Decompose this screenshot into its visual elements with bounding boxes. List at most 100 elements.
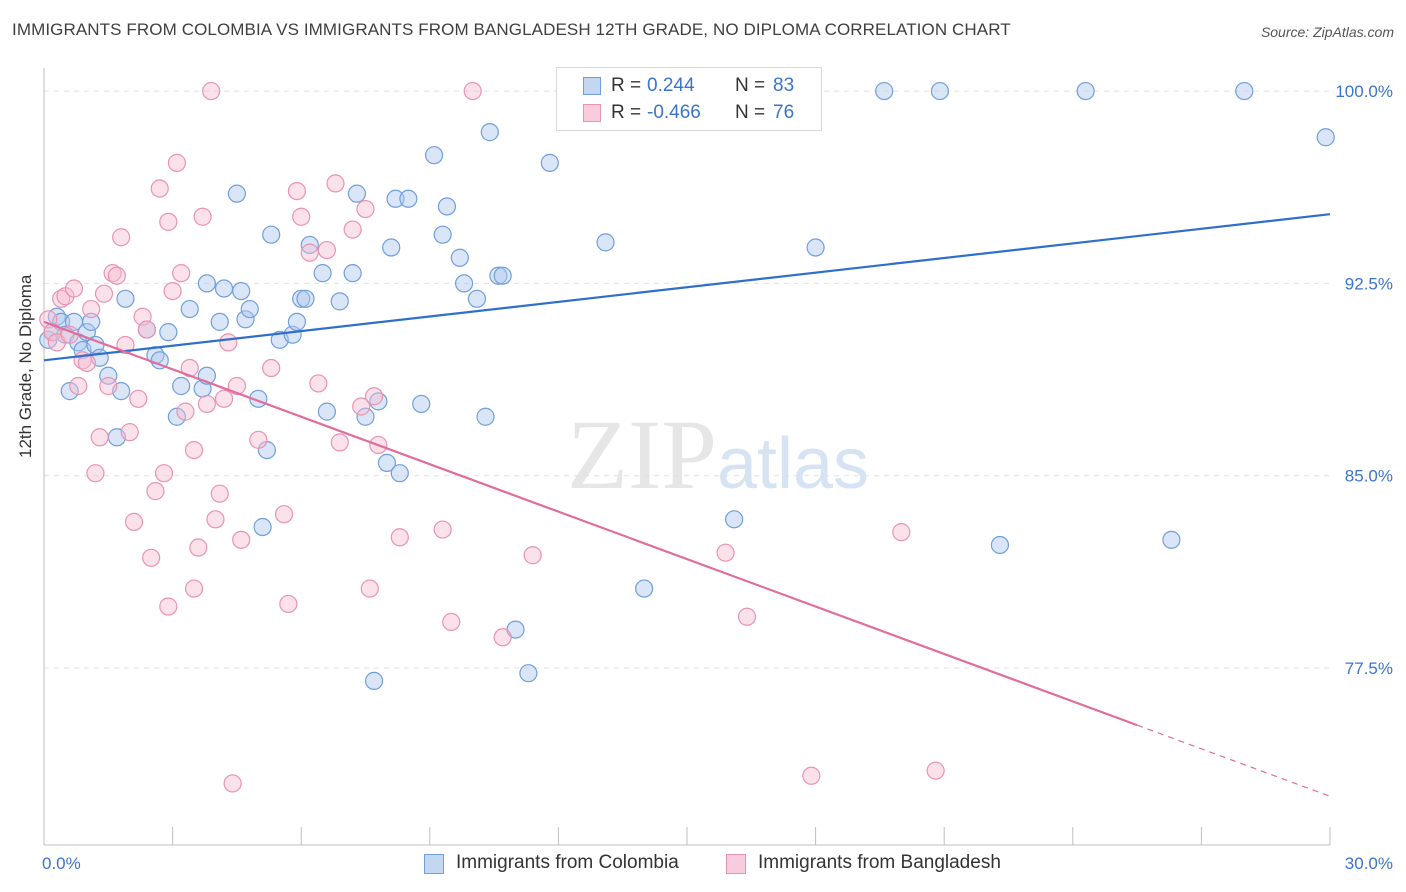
bangladesh-point (262, 358, 281, 378)
legend-label-bangladesh: Immigrants from Bangladesh (758, 852, 1001, 873)
colombia-point (596, 233, 615, 252)
colombia-point (343, 264, 362, 283)
y-tick-label: 92.5% (1345, 274, 1393, 293)
bangladesh-point (360, 579, 379, 598)
n-value: 76 (773, 102, 795, 123)
watermark: ZIPatlas (567, 399, 869, 510)
bangladesh-point (493, 628, 512, 647)
colombia-point (875, 81, 894, 101)
colombia-point (60, 382, 79, 401)
bangladesh-swatch (583, 104, 601, 122)
bangladesh-point (120, 423, 139, 442)
bangladesh-point (926, 761, 945, 780)
r-value: 0.244 (647, 75, 695, 96)
tick-labels: 77.5% 85.0% 92.5% 100.0% 0.0% 30.0% (42, 82, 1393, 873)
colombia-point (214, 279, 234, 298)
colombia-point (437, 197, 457, 216)
colombia-point (330, 292, 349, 311)
bangladesh-point (189, 538, 208, 557)
colombia-point (159, 323, 178, 342)
bangladesh-point (107, 266, 126, 285)
bangladesh-point (94, 284, 114, 303)
bangladesh-point (197, 394, 216, 414)
colombia-point (236, 310, 255, 329)
colombia-point (227, 184, 246, 203)
bangladesh-trend-line-extension (1136, 724, 1331, 797)
bangladesh-point (214, 389, 234, 408)
colombia-point (635, 579, 654, 598)
colombia-trend-line (43, 213, 1331, 362)
bangladesh-point (442, 612, 461, 632)
colombia-legend-swatch (424, 854, 444, 874)
bangladesh-point (176, 402, 195, 421)
bangladesh-point (343, 220, 362, 239)
colombia-point (240, 299, 259, 319)
colombia-point (172, 376, 191, 396)
colombia-point (167, 407, 186, 426)
y-tick-label: 85.0% (1345, 467, 1393, 486)
colombia-point (806, 238, 825, 257)
colombia-point (292, 289, 311, 308)
colombia-point (253, 517, 272, 537)
colombia-point (480, 123, 499, 142)
bangladesh-point (523, 546, 542, 565)
bangladesh-point (716, 543, 735, 562)
colombia-point (519, 664, 538, 683)
colombia-point (287, 312, 307, 331)
bangladesh-point (86, 464, 105, 483)
colombia-point (424, 146, 444, 165)
bangladesh-point (433, 520, 452, 539)
bangladesh-point (184, 579, 204, 598)
n-value: 83 (773, 75, 795, 96)
bangladesh-point (154, 464, 174, 483)
colombia-point (99, 366, 118, 385)
colombia-point (210, 312, 229, 331)
colombia-point (489, 266, 508, 285)
bangladesh-point (352, 397, 371, 416)
colombia-point (313, 264, 332, 283)
bangladesh-point (223, 774, 242, 793)
bangladesh-point (142, 548, 161, 567)
y-axis-label: 12th Grade, No Diploma (16, 274, 35, 458)
bangladesh-point (150, 179, 169, 198)
colombia-point (1316, 128, 1335, 147)
bangladesh-point (82, 299, 101, 319)
colombia-point (476, 407, 495, 426)
colombia-point (232, 281, 251, 301)
stats-legend: R = 0.244 N = 83 R = -0.466 N = 76 (556, 67, 822, 131)
bangladesh-point (146, 482, 165, 501)
bangladesh-point (159, 597, 178, 616)
r-label: R = (611, 75, 642, 96)
bangladesh-point (737, 607, 757, 626)
n-label: N = (735, 75, 766, 96)
grid (44, 90, 1330, 669)
colombia-point (317, 402, 337, 421)
legend-label-colombia: Immigrants from Colombia (456, 852, 679, 873)
chart-title: IMMIGRANTS FROM COLOMBIA VS IMMIGRANTS F… (12, 20, 1011, 39)
bangladesh-point (249, 430, 268, 449)
bangladesh-point (167, 153, 186, 172)
bangladesh-point (129, 389, 148, 408)
source-label: Source: ZipAtlas.com (1260, 24, 1394, 40)
bangladesh-point (137, 320, 156, 339)
colombia-point (386, 189, 405, 208)
points (39, 81, 1335, 793)
colombia-point (300, 235, 319, 255)
colombia-point (347, 184, 367, 203)
bangladesh-point (64, 279, 84, 298)
x-tick-label: 0.0% (42, 854, 81, 873)
bangladesh-point (172, 264, 191, 283)
colombia-point (197, 274, 216, 293)
bangladesh-point (90, 428, 109, 447)
bangladesh-point (69, 376, 88, 396)
colombia-point (1235, 81, 1254, 101)
bangladesh-point (99, 376, 118, 396)
colombia-point (493, 266, 512, 285)
colombia-point (296, 289, 315, 308)
colombia-point (454, 274, 474, 293)
colombia-point (356, 407, 375, 426)
bangladesh-point (279, 594, 298, 614)
colombia-point (1162, 530, 1181, 549)
bangladesh-point (802, 766, 821, 785)
bangladesh-point (326, 174, 345, 193)
